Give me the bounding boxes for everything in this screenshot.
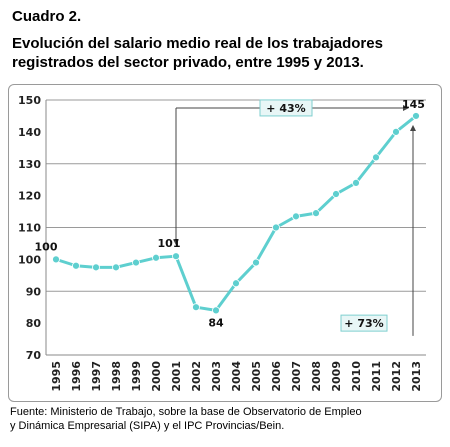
annotation-73-label: + 73% [344,317,383,330]
x-tick-label: 1999 [130,361,143,392]
y-tick-label: 80 [26,317,42,330]
x-tick-label: 2004 [230,361,243,392]
x-tick-label: 1998 [110,361,123,392]
data-point [312,209,320,218]
x-tick-label: 2003 [210,361,223,392]
x-tick-label: 2006 [270,361,283,392]
x-tick-label: 2001 [170,361,183,392]
data-point [192,303,200,312]
source-note: Fuente: Ministerio de Trabajo, sobre la … [10,405,442,433]
source-line-2: y Dinámica Empresarial (SIPA) y el IPC P… [10,420,285,432]
data-label: 101 [158,237,181,250]
x-tick-label: 1997 [90,361,103,392]
x-tick-label: 2002 [190,361,203,392]
x-tick-label: 2005 [250,361,263,392]
data-point [92,263,100,272]
chart-title-line-1: Evolución del salario medio real de los … [12,35,383,52]
data-point [252,258,260,267]
y-tick-label: 110 [18,222,41,235]
annotation-43-label: + 43% [266,102,305,115]
x-tick-label: 2009 [330,361,343,392]
chart-frame: 70 80 90 100 110 120 130 140 150 1995 1996 1997 1998… [8,84,442,402]
data-point [392,127,400,136]
data-label: 84 [208,316,224,329]
y-tick-label: 140 [18,126,41,139]
data-point [132,258,140,267]
chart-title-line-2: registrados del sector privado, entre 19… [12,54,364,71]
data-point [72,261,80,270]
annotation-73-box [340,314,388,332]
x-tick-label: 2011 [370,361,383,392]
y-tick-label: 150 [18,94,41,107]
x-tick-label: 2013 [410,361,423,392]
y-tick-label: 120 [18,190,41,203]
data-point [52,255,60,264]
x-tick-label: 2008 [310,361,323,392]
y-tick-label: 130 [18,158,41,171]
data-point [152,253,160,262]
x-tick-label: 2007 [290,361,303,392]
data-label: 100 [35,240,58,253]
y-tick-label: 100 [18,253,41,266]
x-tick-label: 2012 [390,361,403,392]
data-point [212,306,220,315]
x-tick-label: 2010 [350,361,363,392]
line-chart: 70 80 90 100 110 120 130 140 150 1995 1996 1997 1998… [18,94,426,392]
chart-title: Evolución del salario medio real de los … [12,34,442,72]
data-point [272,223,280,232]
x-tick-label: 2000 [150,361,163,392]
data-point [412,112,420,120]
annotation-43-box [259,99,313,117]
data-point [352,178,360,187]
data-point [172,252,180,261]
x-tick-label: 1996 [70,361,83,392]
y-tick-label: 70 [26,349,42,362]
data-point [112,263,120,272]
data-point [372,153,380,162]
data-point [232,279,240,288]
y-tick-label: 90 [26,285,42,298]
chart-header: Cuadro 2. Evolución del salario medio re… [12,8,442,72]
data-label: 145 [402,98,425,111]
data-point [332,190,340,198]
x-tick-label: 1995 [50,361,63,392]
data-point [292,212,300,221]
table-number: Cuadro 2. [12,8,82,25]
source-line-1: Fuente: Ministerio de Trabajo, sobre la … [10,406,362,418]
